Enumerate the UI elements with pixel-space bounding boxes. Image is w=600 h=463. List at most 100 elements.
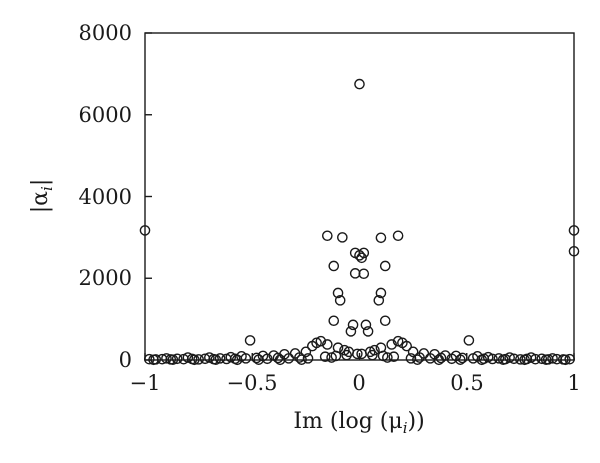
data-point — [379, 315, 391, 327]
data-point — [463, 335, 475, 346]
x-axis-label-subscript: i — [403, 419, 408, 437]
data-point — [319, 351, 331, 363]
data-point — [433, 354, 445, 366]
data-point — [455, 354, 466, 365]
data-point — [337, 232, 348, 243]
x-axis-label-main: Im (log (μ — [293, 409, 402, 434]
data-point — [375, 287, 387, 299]
data-point — [547, 353, 558, 364]
data-point — [139, 225, 151, 236]
data-point — [407, 346, 419, 358]
plot-frame — [144, 32, 575, 361]
data-point — [315, 335, 327, 347]
x-tick-label: 0.5 — [450, 371, 483, 395]
data-point — [379, 260, 391, 272]
data-point — [253, 354, 264, 365]
data-point — [341, 349, 352, 361]
data-point — [367, 349, 378, 361]
data-point — [352, 348, 363, 360]
data-point — [362, 326, 374, 337]
data-point — [515, 354, 526, 365]
x-tick-label: 1 — [567, 371, 580, 395]
y-axis-label-tail: | — [28, 179, 53, 186]
data-point — [530, 353, 541, 365]
data-point — [167, 354, 179, 365]
data-point — [148, 354, 159, 366]
data-point — [274, 354, 286, 366]
data-point — [560, 354, 571, 366]
data-point — [519, 354, 530, 366]
data-point — [193, 354, 204, 365]
data-point — [476, 354, 488, 366]
x-tick-labels: −1 −0.5 0 0.5 1 — [130, 371, 581, 395]
data-point — [210, 354, 222, 365]
data-point — [332, 287, 344, 299]
data-point — [356, 252, 367, 264]
data-point — [386, 339, 397, 350]
y-tick-label: 2000 — [79, 266, 132, 290]
data-point — [231, 354, 243, 366]
data-point — [272, 352, 284, 364]
y-axis-label-main: |α — [28, 191, 53, 213]
data-point — [388, 351, 400, 363]
data-point — [161, 353, 172, 364]
y-tick-label: 4000 — [79, 185, 132, 209]
x-tick-label: −0.5 — [227, 371, 278, 395]
data-point — [330, 350, 342, 362]
data-point — [296, 354, 307, 365]
axis-ticks — [144, 32, 575, 361]
data-point — [358, 268, 370, 280]
data-point — [345, 326, 357, 337]
data-point — [347, 319, 359, 331]
data-point — [307, 340, 318, 352]
data-point — [540, 354, 552, 365]
data-point — [302, 353, 314, 364]
data-point — [568, 245, 580, 257]
data-point — [568, 225, 580, 236]
data-point — [171, 353, 183, 365]
data-point — [244, 335, 256, 346]
data-point — [349, 268, 361, 279]
data-point — [564, 353, 576, 365]
x-tick-label: 0 — [352, 371, 365, 395]
data-point — [322, 230, 333, 242]
data-point — [414, 352, 425, 363]
y-axis-label: |αi| — [28, 179, 56, 214]
data-point — [382, 352, 393, 363]
data-point — [300, 346, 312, 358]
data-points — [139, 78, 580, 366]
data-point — [493, 353, 505, 364]
data-point — [354, 78, 365, 90]
data-point — [508, 353, 520, 365]
data-point — [457, 352, 468, 364]
x-axis-label-tail: )) — [408, 409, 425, 434]
data-point — [392, 230, 404, 242]
x-axis-label: Im (log (μi)) — [293, 409, 424, 437]
y-axis-label-subscript: i — [38, 186, 56, 191]
data-point — [356, 348, 367, 360]
data-point — [401, 340, 412, 352]
data-point — [497, 354, 509, 365]
data-point — [375, 232, 387, 244]
data-point — [435, 352, 447, 364]
data-point — [358, 247, 370, 259]
data-point — [143, 353, 155, 365]
data-point — [328, 315, 340, 327]
y-tick-labels: 0 2000 4000 6000 8000 — [79, 21, 132, 372]
data-point — [214, 353, 226, 364]
data-point — [373, 295, 385, 306]
data-point — [251, 352, 262, 364]
data-point — [328, 260, 340, 272]
data-point — [536, 353, 548, 365]
y-tick-label: 6000 — [79, 103, 132, 127]
data-point — [360, 319, 372, 331]
x-tick-label: −1 — [130, 371, 161, 395]
data-point — [189, 354, 200, 366]
data-point — [487, 353, 498, 365]
y-tick-label: 0 — [119, 348, 132, 372]
data-point — [412, 354, 423, 365]
data-point — [322, 339, 333, 350]
y-tick-label: 8000 — [79, 21, 132, 45]
data-point — [334, 295, 346, 306]
